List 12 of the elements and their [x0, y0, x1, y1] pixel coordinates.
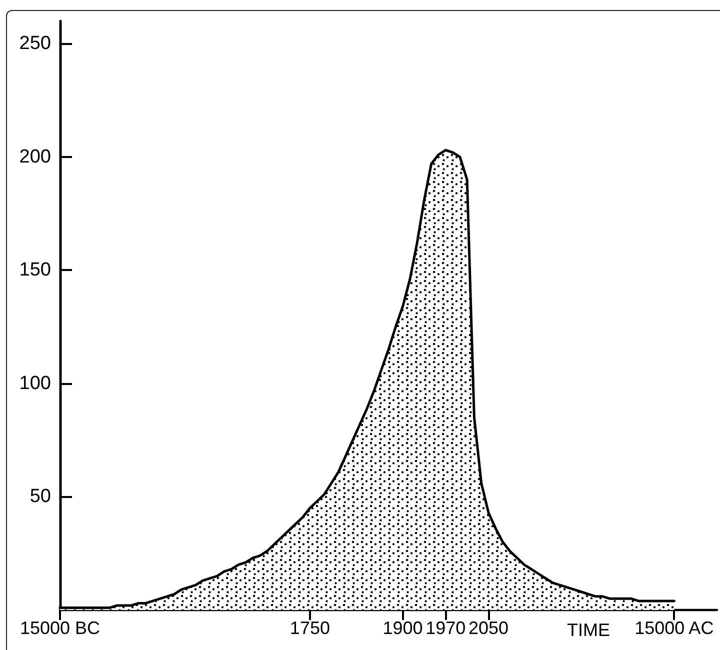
x-tick-label: 15000 BC — [20, 618, 100, 638]
x-axis-title: TIME — [567, 620, 610, 640]
x-tick-label: 1900 — [382, 618, 423, 638]
y-tick-label: 100 — [19, 372, 51, 394]
x-tick-label: 15000 AC — [634, 618, 714, 638]
y-tick-label: 250 — [19, 33, 51, 54]
x-tick-label: 2050 — [468, 618, 508, 638]
y-tick-label: 200 — [19, 146, 51, 168]
x-tick-label: 1750 — [290, 618, 330, 638]
y-tick-label: 50 — [30, 486, 51, 508]
y-tick-label: 150 — [19, 260, 51, 281]
x-tick-label: 1970 — [426, 618, 466, 638]
